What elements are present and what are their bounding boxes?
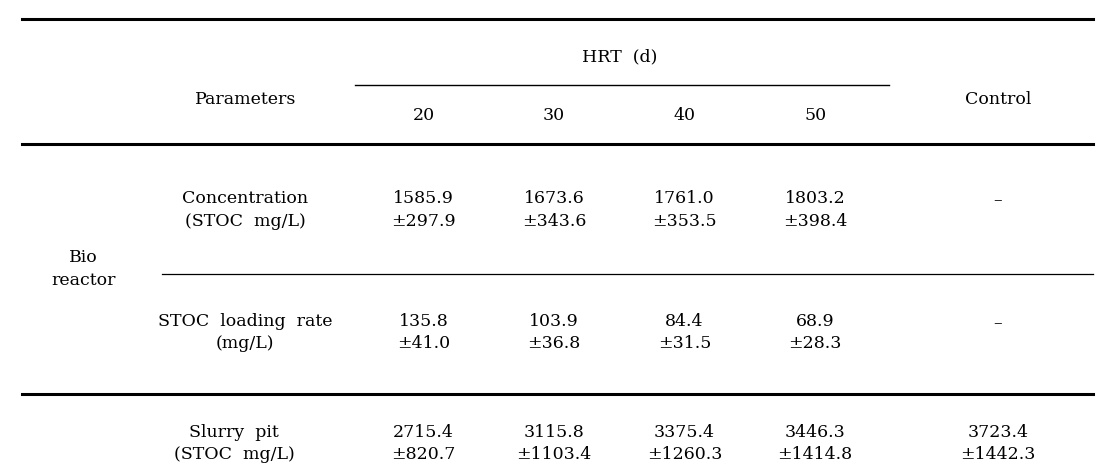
Text: 84.4
±31.5: 84.4 ±31.5	[658, 313, 711, 353]
Text: Slurry  pit
(STOC  mg/L): Slurry pit (STOC mg/L)	[174, 424, 294, 464]
Text: 50: 50	[804, 107, 826, 124]
Text: 3115.8
±1103.4: 3115.8 ±1103.4	[516, 424, 592, 464]
Text: 3446.3
±1414.8: 3446.3 ±1414.8	[777, 424, 853, 464]
Text: 1585.9
±297.9: 1585.9 ±297.9	[391, 190, 456, 230]
Text: Bio
reactor: Bio reactor	[51, 249, 116, 289]
Text: 40: 40	[673, 107, 696, 124]
Text: 3723.4
±1442.3: 3723.4 ±1442.3	[960, 424, 1036, 464]
Text: STOC  loading  rate
(mg/L): STOC loading rate (mg/L)	[158, 313, 332, 353]
Text: 103.9
±36.8: 103.9 ±36.8	[527, 313, 581, 353]
Text: –: –	[993, 315, 1002, 332]
Text: 1761.0
±353.5: 1761.0 ±353.5	[652, 190, 717, 230]
Text: 1673.6
±343.6: 1673.6 ±343.6	[522, 190, 586, 230]
Text: 20: 20	[413, 107, 435, 124]
Text: 68.9
±28.3: 68.9 ±28.3	[788, 313, 842, 353]
Text: 2715.4
±820.7: 2715.4 ±820.7	[391, 424, 456, 464]
Text: Control: Control	[964, 91, 1031, 108]
Text: Parameters: Parameters	[195, 91, 295, 108]
Text: 3375.4
±1260.3: 3375.4 ±1260.3	[647, 424, 723, 464]
Text: 30: 30	[543, 107, 565, 124]
Text: 1803.2
±398.4: 1803.2 ±398.4	[783, 190, 847, 230]
Text: 135.8
±41.0: 135.8 ±41.0	[397, 313, 450, 353]
Text: HRT  (d): HRT (d)	[582, 48, 657, 65]
Text: Concentration
(STOC  mg/L): Concentration (STOC mg/L)	[182, 190, 309, 230]
Text: –: –	[993, 192, 1002, 209]
